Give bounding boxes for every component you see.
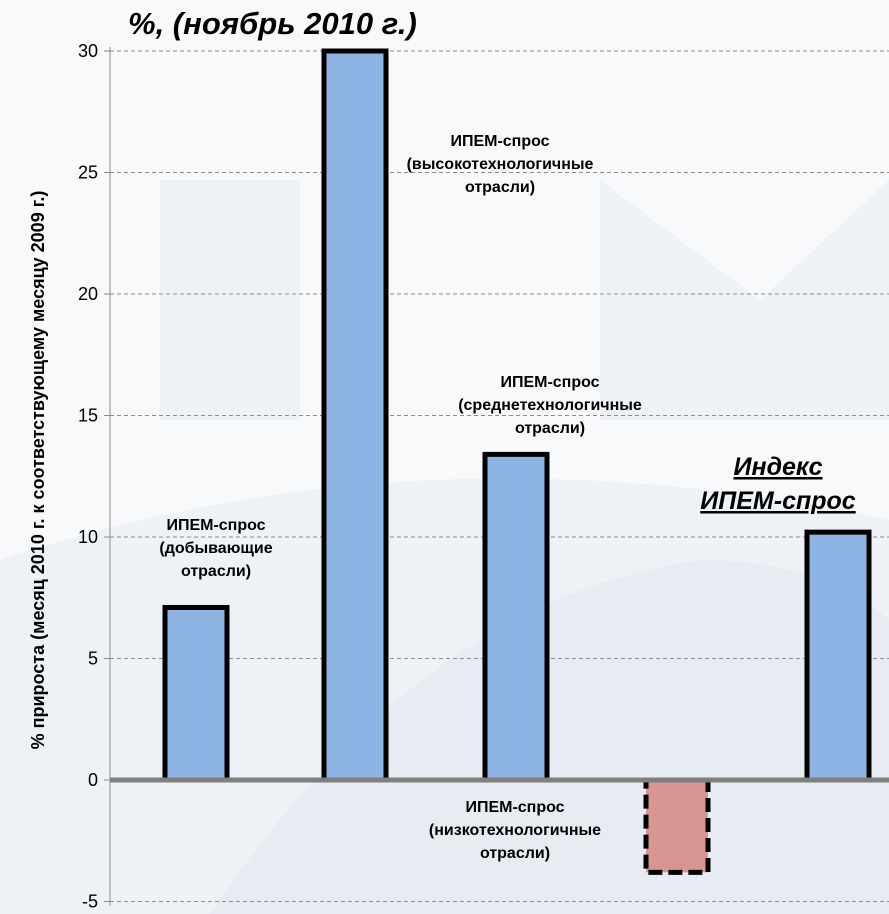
y-tick-label: 5 [88, 649, 98, 669]
bar-label-line: ИПЕМ-спрос [500, 374, 599, 391]
bar-label-line: Индекс [733, 453, 822, 481]
y-tick-label: 0 [88, 770, 98, 790]
y-tick-label: 20 [78, 284, 98, 304]
bar-label-line: (высокотехнологичные [407, 156, 594, 173]
y-tick-label: 30 [78, 41, 98, 61]
grid-lines [110, 50, 889, 902]
bar-label-line: (среднетехнологичные [458, 397, 642, 414]
bar [804, 529, 872, 783]
y-axis-label: % прироста (месяц 2010 г. к соответствую… [28, 191, 48, 750]
bar-label-line: отрасли) [515, 420, 585, 437]
bar-label-line: ИПЕМ-спрос [465, 799, 564, 816]
bar [482, 451, 550, 783]
bar-label: Индекс ИПЕМ-спрос [700, 453, 856, 515]
bar [321, 48, 389, 783]
y-axis: -5 0 5 10 15 20 25 30 [78, 41, 111, 912]
bar-label: ИПЕМ-спрос (высокотехнологичные отрасли) [407, 133, 594, 196]
bar-label-line: (добывающие [159, 540, 272, 557]
bar [643, 777, 711, 875]
y-tick-label: 15 [78, 406, 98, 426]
bar [162, 604, 230, 783]
bar-label: ИПЕМ-спрос (низкотехнологичные отрасли) [429, 799, 601, 862]
bar-label-line: ИПЕМ-спрос [166, 517, 265, 534]
bar-label-line: (низкотехнологичные [429, 822, 601, 839]
bar-label-line: ИПЕМ-спрос [700, 487, 856, 515]
bar-label: ИПЕМ-спрос (добывающие отрасли) [159, 517, 272, 580]
y-tick-label: 25 [78, 163, 98, 183]
bar-label-line: отрасли) [181, 563, 251, 580]
bar-label-line: отрасли) [465, 179, 535, 196]
bar-label: ИПЕМ-спрос (среднетехнологичные отрасли) [458, 374, 642, 437]
bar-labels: ИПЕМ-спрос (добывающие отрасли) ИПЕМ-спрос (… [159, 133, 855, 862]
y-tick-label: -5 [82, 892, 98, 912]
y-tick-label: 10 [78, 527, 98, 547]
bar-label-line: ИПЕМ-спрос [450, 133, 549, 150]
chart-title: %, (ноябрь 2010 г.) [128, 6, 417, 41]
bar-label-line: отрасли) [480, 845, 550, 862]
